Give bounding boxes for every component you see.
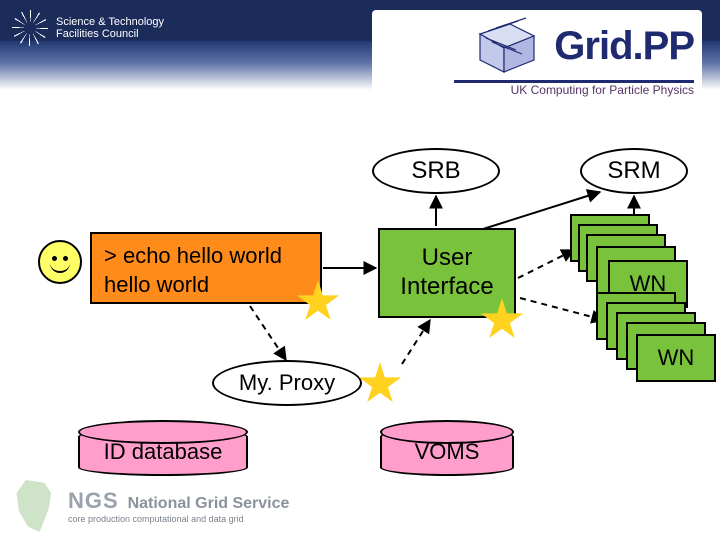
srm-node: SRM bbox=[580, 148, 688, 194]
ngs-sub: core production computational and data g… bbox=[68, 514, 289, 524]
ngs-name: National Grid Service bbox=[128, 495, 290, 512]
stfc-text: Science & Technology Facilities Council bbox=[56, 16, 164, 40]
voms-cylinder: VOMS bbox=[380, 428, 514, 476]
iddb-cylinder: ID database bbox=[78, 428, 248, 476]
uk-map-icon bbox=[12, 480, 58, 532]
ngs-text: NGS National Grid Service core productio… bbox=[68, 488, 289, 524]
gridpp-logo: Grid.PP UK Computing for Particle Physic… bbox=[372, 10, 702, 105]
ui-line2: Interface bbox=[400, 273, 493, 302]
slide: Science & Technology Facilities Council … bbox=[0, 0, 720, 540]
user-interface-node: UserInterface bbox=[378, 228, 516, 318]
terminal-line2: hello world bbox=[104, 271, 308, 300]
terminal-line1: > echo hello world bbox=[104, 242, 308, 271]
stfc-line2: Facilities Council bbox=[56, 28, 164, 40]
ui-line1: User bbox=[400, 244, 493, 273]
srb-node: SRB bbox=[372, 148, 500, 194]
stfc-burst-icon bbox=[12, 10, 48, 46]
gridpp-tagline: UK Computing for Particle Physics bbox=[380, 83, 694, 97]
stfc-logo: Science & Technology Facilities Council bbox=[12, 10, 164, 46]
ngs-abbr: NGS bbox=[68, 488, 119, 513]
gridpp-cube-icon bbox=[470, 14, 544, 78]
ngs-footer: NGS National Grid Service core productio… bbox=[12, 480, 289, 532]
stfc-line1: Science & Technology bbox=[56, 16, 164, 28]
myproxy-node: My. Proxy bbox=[212, 360, 362, 406]
gridpp-word: Grid.PP bbox=[554, 24, 694, 69]
star-icon bbox=[358, 362, 402, 406]
wn-node: WN bbox=[636, 334, 716, 382]
smiley-icon bbox=[38, 240, 82, 284]
terminal-node: > echo hello worldhello world bbox=[90, 232, 322, 304]
